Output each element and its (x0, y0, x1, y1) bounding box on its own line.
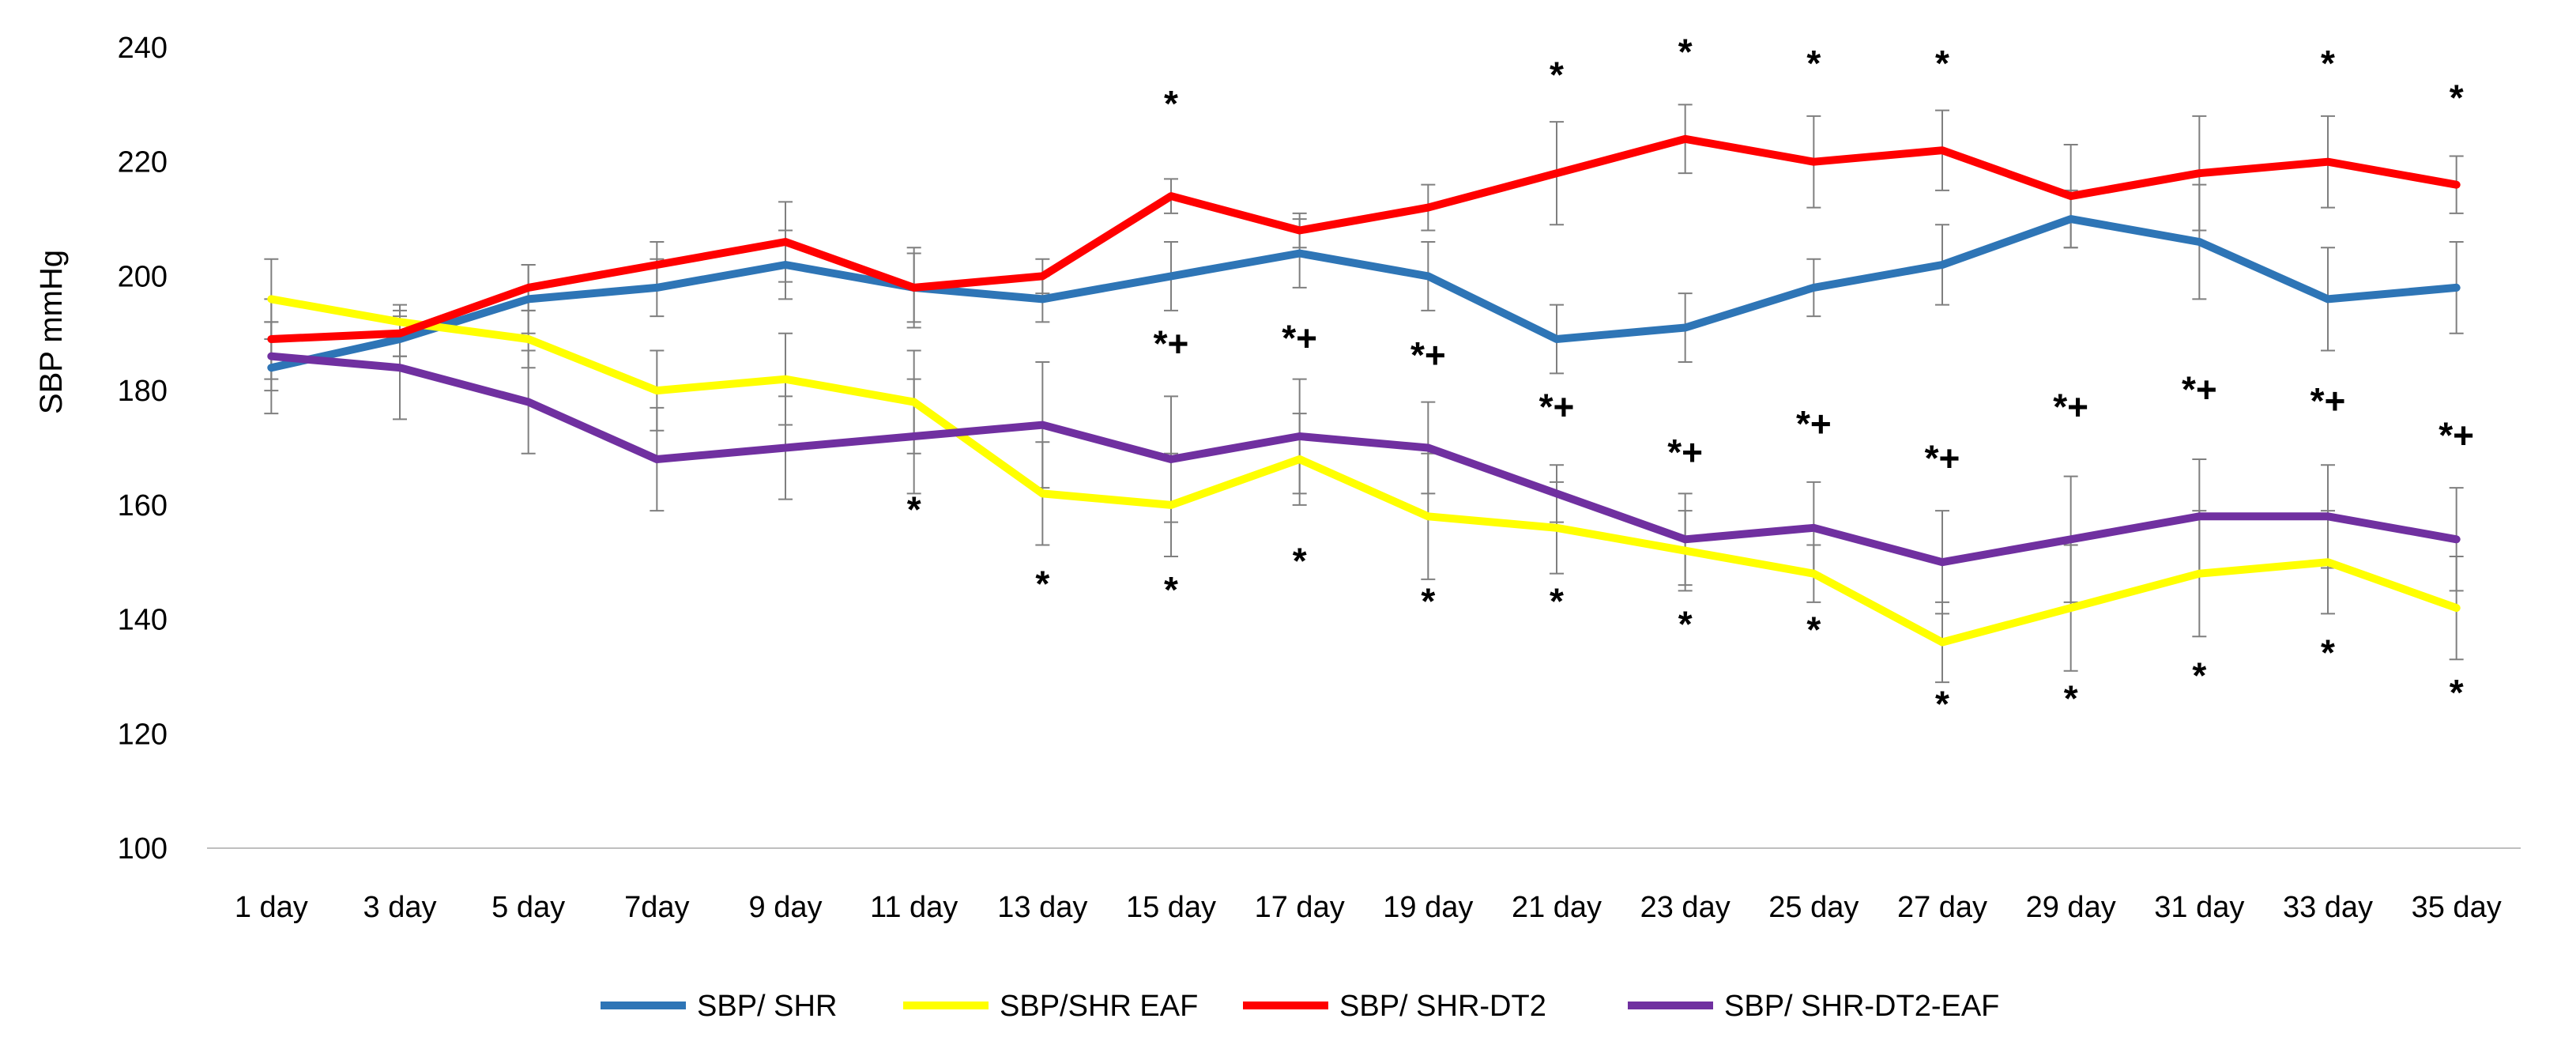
legend-item-2: SBP/SHR EAF (903, 990, 1198, 1023)
legend-item-4: SBP/ SHR-DT2-EAF (1628, 990, 1999, 1023)
significance-mark: * (907, 489, 921, 530)
significance-mark: * (1293, 541, 1307, 582)
x-tick-label: 3 day (363, 891, 437, 924)
significance-mark: * (1806, 43, 1821, 84)
x-tick-label: 35 day (2412, 891, 2502, 924)
significance-mark: *+ (1667, 432, 1703, 473)
legend-label: SBP/ SHR-DT2 (1339, 990, 1546, 1023)
significance-mark: * (1806, 609, 1821, 651)
significance-mark: * (1035, 564, 1049, 605)
x-tick-label: 13 day (997, 891, 1087, 924)
significance-mark: * (1550, 580, 1564, 621)
significance-mark: * (1164, 83, 1178, 124)
x-tick-label: 25 day (1768, 891, 1859, 924)
x-tick-label: 23 day (1640, 891, 1731, 924)
significance-mark: * (2321, 632, 2335, 673)
x-tick-label: 21 day (1512, 891, 1602, 924)
significance-mark: * (2064, 677, 2078, 719)
x-tick-label: 31 day (2154, 891, 2244, 924)
x-tick-label: 27 day (1897, 891, 1987, 924)
significance-mark: * (1550, 55, 1564, 96)
significance-mark: *+ (1282, 317, 1317, 358)
y-axis-title: SBP mmHg (34, 250, 69, 414)
x-tick-label: 5 day (491, 891, 565, 924)
legend-item-1: SBP/ SHR (601, 990, 837, 1023)
legend-label: SBP/ SHR-DT2-EAF (1724, 990, 1999, 1023)
series-line-4 (267, 352, 2461, 567)
significance-mark: * (1164, 569, 1178, 610)
legend-label: SBP/SHR EAF (1000, 990, 1198, 1023)
significance-mark: * (2192, 654, 2206, 696)
y-tick-label: 160 (118, 489, 168, 522)
significance-mark: *+ (1925, 437, 1960, 478)
significance-mark: *+ (1154, 323, 1189, 364)
significance-mark: *+ (2182, 369, 2217, 410)
y-tick-label: 220 (118, 146, 168, 179)
x-tick-label: 7day (624, 891, 689, 924)
x-tick-label: 29 day (2026, 891, 2116, 924)
y-tick-label: 200 (118, 260, 168, 293)
y-tick-label: 120 (118, 718, 168, 751)
significance-mark: * (1678, 603, 1693, 644)
legend-item-3: SBP/ SHR-DT2 (1243, 990, 1546, 1023)
significance-mark: * (1421, 580, 1435, 621)
significance-mark: * (1678, 32, 1693, 73)
x-tick-label: 33 day (2283, 891, 2373, 924)
series-line-3 (267, 134, 2461, 343)
x-tick-label: 11 day (870, 891, 958, 924)
x-tick-label: 1 day (235, 891, 308, 924)
y-tick-label: 140 (118, 604, 168, 637)
x-tick-label: 9 day (749, 891, 823, 924)
series-line-1 (267, 215, 2461, 372)
significance-mark: *+ (1410, 334, 1446, 375)
series-line-2 (267, 295, 2461, 647)
axes: 100 120 140 160 180 200 220 240 1 day 3 day 5 day 7… (118, 32, 2521, 924)
x-tick-label: 17 day (1255, 891, 1345, 924)
y-tick-label: 100 (118, 832, 168, 866)
y-tick-label: 240 (118, 32, 168, 65)
legend-label: SBP/ SHR (697, 990, 837, 1023)
significance-mark: *+ (2310, 380, 2346, 421)
x-tick-label: 15 day (1126, 891, 1216, 924)
significance-mark: *+ (1796, 403, 1832, 444)
significance-mark: *+ (1539, 386, 1575, 427)
significance-mark: * (2321, 43, 2335, 84)
error-bars (264, 104, 2464, 684)
significance-mark: * (2450, 672, 2464, 713)
legend: SBP/ SHR SBP/SHR EAF SBP/ SHR-DT2 SBP/ SHR-… (601, 990, 1999, 1023)
significance-mark: * (1935, 684, 1949, 725)
significance-mark: * (2450, 77, 2464, 119)
significance-mark: *+ (2439, 415, 2474, 456)
x-tick-label: 19 day (1383, 891, 1473, 924)
significance-mark: *+ (2053, 386, 2088, 427)
significance-mark: * (1935, 43, 1949, 84)
y-tick-label: 180 (118, 375, 168, 408)
series-lines (267, 134, 2461, 647)
significance-annotations: * * * * * * * *+ *+ *+ *+ *+ *+ *+ *+ *+ *+ *+ * * * * * * * * * * *… (907, 32, 2474, 725)
